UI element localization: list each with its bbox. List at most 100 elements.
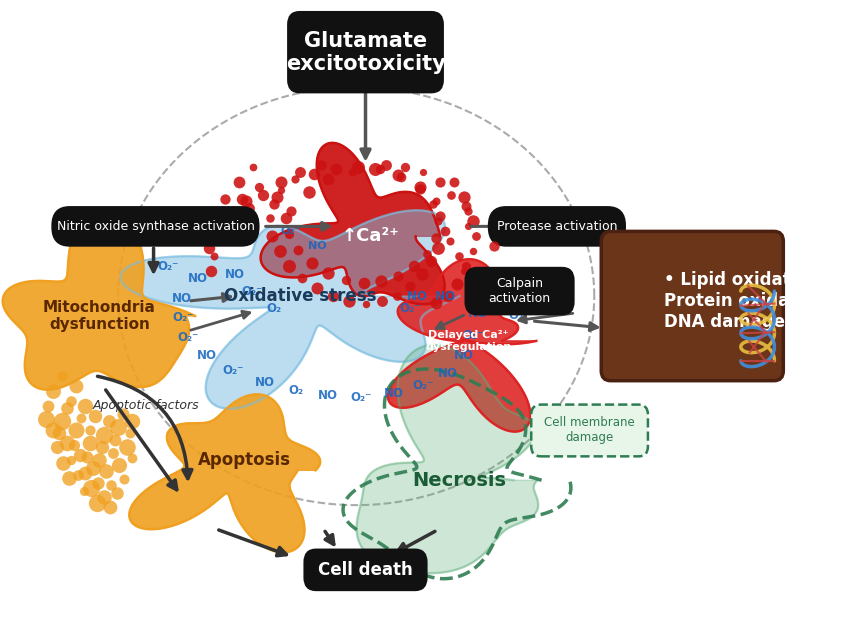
- Text: Calpain
activation: Calpain activation: [489, 277, 551, 305]
- Point: [67, 441, 81, 451]
- Text: Apoptotic factors: Apoptotic factors: [93, 399, 200, 412]
- Point: [74, 413, 88, 423]
- Point: [46, 426, 60, 436]
- Point: [284, 207, 298, 217]
- Point: [78, 468, 92, 478]
- Text: Glutamate
excitotoxicity: Glutamate excitotoxicity: [286, 31, 445, 74]
- Point: [428, 197, 442, 207]
- Point: [90, 498, 104, 508]
- Text: Oxidative stress: Oxidative stress: [224, 287, 377, 305]
- Point: [432, 217, 445, 227]
- Point: [342, 296, 355, 306]
- Point: [217, 222, 230, 232]
- Point: [447, 177, 461, 187]
- FancyBboxPatch shape: [531, 404, 648, 456]
- Point: [55, 416, 69, 426]
- Point: [375, 276, 388, 286]
- Point: [321, 268, 335, 278]
- Text: O₂⁻: O₂⁻: [462, 329, 484, 342]
- Point: [205, 266, 218, 276]
- Text: O₂: O₂: [266, 302, 281, 314]
- Point: [73, 450, 87, 460]
- Point: [103, 502, 116, 512]
- Point: [207, 251, 221, 261]
- Point: [390, 291, 404, 301]
- Point: [282, 229, 296, 239]
- Point: [432, 244, 445, 254]
- Text: O₂⁻: O₂⁻: [350, 391, 371, 404]
- Point: [117, 475, 131, 485]
- Point: [239, 197, 252, 207]
- Text: NO: NO: [308, 241, 326, 251]
- Text: O₂⁻: O₂⁻: [157, 260, 178, 273]
- Text: Apoptosis: Apoptosis: [198, 451, 291, 470]
- Point: [53, 428, 66, 438]
- Point: [123, 428, 137, 438]
- Text: NO: NO: [224, 268, 245, 280]
- Point: [357, 278, 371, 288]
- Point: [76, 486, 90, 496]
- Text: O₂: O₂: [288, 384, 303, 397]
- FancyBboxPatch shape: [53, 207, 258, 245]
- Point: [462, 222, 475, 232]
- Point: [246, 162, 260, 172]
- Point: [292, 245, 305, 255]
- Point: [226, 207, 240, 217]
- Point: [65, 396, 78, 406]
- Text: O₂⁻: O₂⁻: [241, 285, 263, 297]
- Point: [415, 269, 428, 279]
- Point: [426, 200, 439, 210]
- Text: Nitric oxide synthase activation: Nitric oxide synthase activation: [56, 220, 254, 233]
- Point: [97, 431, 110, 441]
- Point: [434, 177, 447, 187]
- FancyBboxPatch shape: [466, 268, 573, 314]
- Point: [88, 411, 101, 421]
- Point: [456, 192, 470, 202]
- Point: [303, 187, 316, 197]
- Polygon shape: [261, 143, 445, 304]
- Text: NO: NO: [438, 367, 457, 380]
- Text: NO: NO: [468, 307, 488, 321]
- Point: [62, 473, 76, 483]
- Text: • Lipid oxidation
Protein oxidation
DNA damage: • Lipid oxidation Protein oxidation DNA …: [665, 271, 826, 331]
- Text: Cell membrane
damage: Cell membrane damage: [544, 416, 635, 444]
- Text: NO: NO: [318, 389, 338, 402]
- Point: [256, 190, 269, 200]
- Point: [125, 453, 139, 463]
- Text: O₂⁻: O₂⁻: [400, 302, 421, 314]
- Text: Necrosis: Necrosis: [412, 471, 506, 490]
- Text: Delayed Ca²⁺
dysregulation: Delayed Ca²⁺ dysregulation: [425, 330, 512, 352]
- Point: [86, 463, 99, 473]
- Text: NO: NO: [172, 292, 191, 305]
- Point: [293, 167, 307, 177]
- Point: [466, 217, 479, 227]
- Point: [416, 167, 430, 177]
- Text: ↑Ca²⁺: ↑Ca²⁺: [341, 227, 400, 245]
- Point: [359, 299, 372, 309]
- Point: [265, 232, 279, 242]
- Point: [438, 227, 451, 237]
- Point: [106, 448, 120, 458]
- Point: [211, 236, 224, 246]
- Polygon shape: [388, 259, 536, 431]
- Point: [252, 182, 266, 192]
- Point: [70, 381, 83, 391]
- Point: [310, 283, 324, 293]
- Point: [394, 172, 408, 182]
- Text: NO: NO: [524, 292, 543, 305]
- Text: NO: NO: [197, 349, 217, 362]
- Point: [329, 163, 343, 173]
- Point: [443, 236, 456, 246]
- Point: [60, 403, 74, 413]
- Point: [445, 190, 458, 200]
- Point: [275, 177, 288, 187]
- Text: O₂⁻: O₂⁻: [173, 312, 194, 324]
- Point: [78, 401, 92, 411]
- Point: [51, 443, 65, 453]
- Point: [112, 460, 126, 470]
- Point: [270, 192, 284, 202]
- Point: [469, 232, 483, 242]
- Point: [428, 233, 442, 244]
- Point: [421, 249, 434, 259]
- Point: [280, 213, 293, 223]
